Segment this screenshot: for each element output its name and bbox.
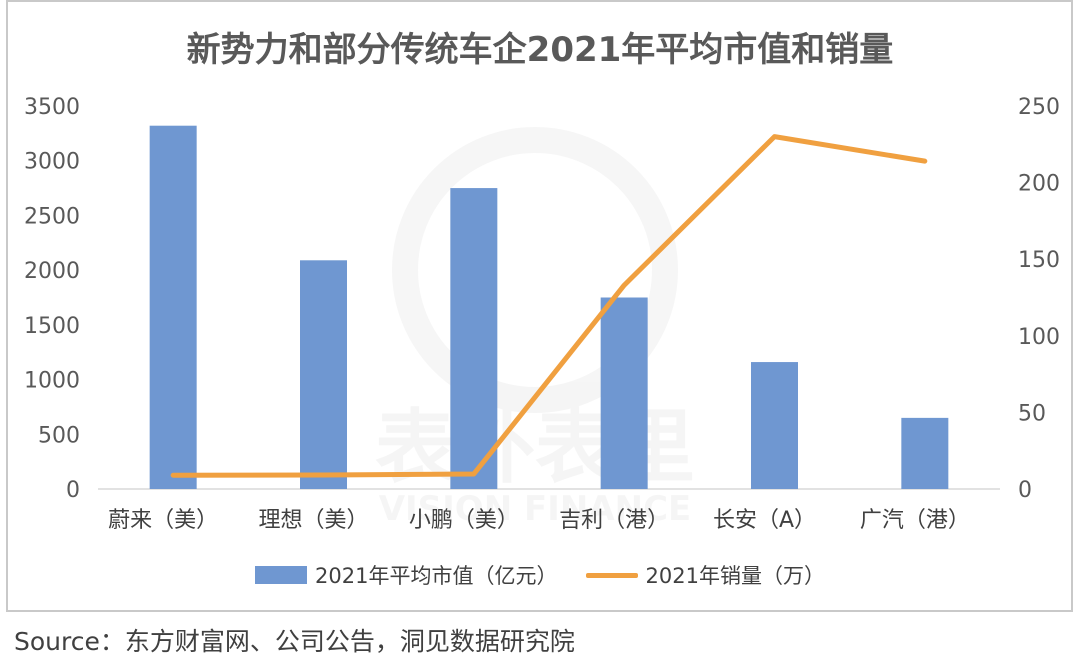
line-group bbox=[170, 134, 928, 478]
y-left-tick-label: 1000 bbox=[24, 369, 80, 394]
y-left-tick-label: 3000 bbox=[24, 150, 80, 175]
chart-svg: 表外表里 VISION FINANCE 05001000150020002500… bbox=[24, 95, 1060, 533]
watermark-subtext: VISION FINANCE bbox=[379, 489, 692, 529]
chart-title: 新势力和部分传统车企2021年平均市值和销量 bbox=[186, 30, 894, 70]
bars-group bbox=[149, 125, 949, 490]
bar bbox=[901, 417, 949, 489]
x-tick-label: 长安（A） bbox=[713, 508, 816, 533]
y-right-tick-label: 50 bbox=[1018, 401, 1046, 426]
x-tick-label: 蔚来（美） bbox=[108, 508, 218, 533]
y-right-tick-label: 150 bbox=[1018, 248, 1060, 273]
legend-item-bar: 2021年平均市值（亿元） bbox=[255, 560, 558, 590]
y-right-tick-label: 200 bbox=[1018, 172, 1060, 197]
bar bbox=[450, 188, 498, 490]
x-tick-label: 吉利（港） bbox=[559, 508, 669, 533]
bar bbox=[149, 125, 197, 489]
bar bbox=[300, 260, 347, 489]
source-note: Source：东方财富网、公司公告，洞见数据研究院 bbox=[14, 627, 575, 656]
y-left-tick-label: 1500 bbox=[24, 314, 80, 339]
y-left-tick-label: 0 bbox=[66, 478, 80, 503]
line-series bbox=[170, 134, 928, 478]
x-tick-label: 广汽（港） bbox=[860, 508, 970, 533]
legend-swatch-bar bbox=[255, 566, 308, 584]
y-right-tick-label: 250 bbox=[1018, 95, 1060, 120]
y-left-tick-label: 3500 bbox=[24, 95, 80, 120]
x-tick-label: 理想（美） bbox=[258, 508, 368, 533]
legend-swatch-line bbox=[585, 572, 638, 578]
y-left-tick-label: 2000 bbox=[24, 259, 80, 284]
y-right-tick-label: 0 bbox=[1018, 478, 1032, 503]
x-tick-label: 小鹏（美） bbox=[409, 508, 519, 533]
bar bbox=[600, 297, 648, 489]
legend-item-line: 2021年销量（万） bbox=[585, 560, 825, 590]
y-left-tick-label: 500 bbox=[38, 423, 80, 448]
bar bbox=[751, 362, 798, 489]
y-left-tick-label: 2500 bbox=[24, 204, 80, 229]
legend-label-bar: 2021年平均市值（亿元） bbox=[315, 564, 558, 588]
legend: 2021年平均市值（亿元） 2021年销量（万） bbox=[0, 560, 1080, 590]
axes-group: 0 500 1000 1500 2000 2500 3000 3500 0 50 100 150 200… bbox=[24, 95, 1060, 533]
legend-label-line: 2021年销量（万） bbox=[645, 564, 825, 588]
y-right-tick-label: 100 bbox=[1018, 325, 1060, 350]
